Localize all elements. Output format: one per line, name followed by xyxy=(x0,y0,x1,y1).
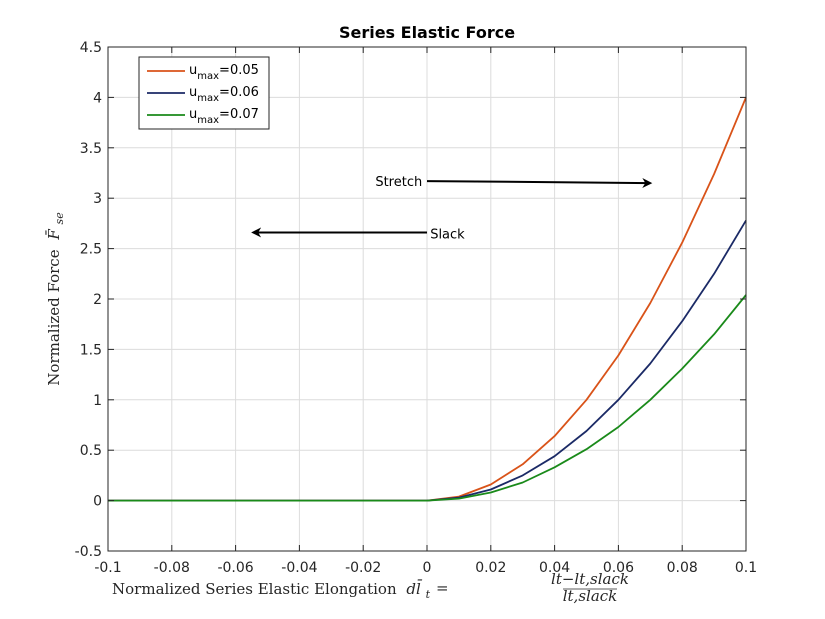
x-tick-label: -0.08 xyxy=(154,560,190,576)
x-axis-label-equals: = xyxy=(436,579,449,597)
x-tick-label: -0.06 xyxy=(217,560,253,576)
legend-label-main: u xyxy=(189,107,197,122)
y-axis-label-symbol: F̄ xyxy=(45,229,63,241)
y-tick-label: 3.5 xyxy=(80,141,102,157)
annotations: Stretch Slack xyxy=(251,175,653,242)
y-axis-label-subscript: se xyxy=(53,212,66,225)
legend-label-2: umax=0.06 xyxy=(189,85,259,104)
x-axis-label-symbol: dl̄ xyxy=(406,580,422,598)
y-tick-label: 0.5 xyxy=(80,443,102,459)
series-lines xyxy=(108,97,747,502)
legend-label-value: =0.06 xyxy=(219,85,259,100)
legend-label-1: umax=0.05 xyxy=(189,63,259,82)
x-axis-label: Normalized Series Elastic Elongation dl̄… xyxy=(112,580,431,601)
legend-label-sub: max xyxy=(197,71,219,82)
legend-label-value: =0.05 xyxy=(219,63,259,78)
x-axis-label-frac-den: lt,slack xyxy=(563,587,618,605)
legend-label-main: u xyxy=(189,63,197,78)
y-tick-label: 1 xyxy=(93,393,102,409)
x-tick-label: 0.1 xyxy=(735,560,757,576)
annotation-label-2: Slack xyxy=(430,227,465,242)
series-line-3 xyxy=(108,294,747,502)
x-axis-label-text: Normalized Series Elastic Elongation xyxy=(112,580,397,598)
x-tick-label: -0.02 xyxy=(345,560,381,576)
y-tick-label: 2.5 xyxy=(80,242,102,258)
x-axis-label-subscript: t xyxy=(426,588,431,601)
legend-label-value: =0.07 xyxy=(219,107,259,122)
chart-title: Series Elastic Force xyxy=(339,23,515,42)
y-tick-label: 1.5 xyxy=(80,342,102,358)
y-tick-label: 2 xyxy=(93,292,102,308)
x-tick-label: -0.1 xyxy=(94,560,121,576)
y-tick-label: 3 xyxy=(93,191,102,207)
axis-ticks: -0.1 -0.08 -0.06 -0.04 -0.02 0 0.02 0.04 0.06 0.0… xyxy=(75,40,757,576)
x-tick-label: 0.08 xyxy=(667,560,698,576)
x-tick-label: 0.04 xyxy=(539,560,570,576)
x-tick-label: -0.04 xyxy=(281,560,317,576)
x-tick-label: 0 xyxy=(423,560,432,576)
y-axis-label: Normalized Force F̄ se xyxy=(45,212,66,386)
x-tick-label: 0.06 xyxy=(603,560,634,576)
annotation-label-1: Stretch xyxy=(375,175,422,190)
legend-label-sub: max xyxy=(197,93,219,104)
x-tick-label: 0.02 xyxy=(475,560,506,576)
legend-label-main: u xyxy=(189,85,197,100)
legend-label-sub: max xyxy=(197,115,219,126)
y-tick-label: 4 xyxy=(93,90,102,106)
annotation-arrow-1 xyxy=(426,178,653,189)
y-tick-label: 4.5 xyxy=(80,40,102,56)
y-tick-label: 0 xyxy=(93,494,102,510)
x-axis-label-frac-num: lt−lt,slack xyxy=(551,570,629,588)
y-axis-label-text: Normalized Force xyxy=(45,249,63,385)
legend-label-3: umax=0.07 xyxy=(189,107,259,126)
y-tick-label: -0.5 xyxy=(75,544,102,560)
